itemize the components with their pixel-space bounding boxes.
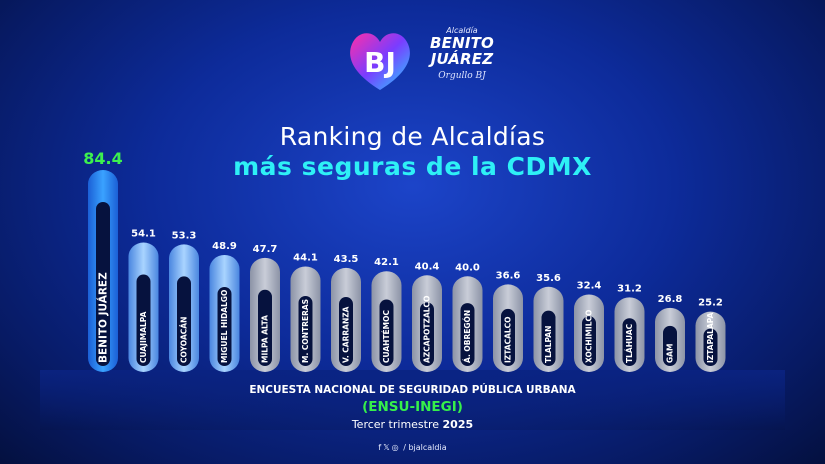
chart-floor	[40, 370, 785, 430]
category-label: TLÁHUAC	[625, 323, 634, 363]
category-label: Á. OBREGÓN	[463, 310, 472, 363]
instagram-icon[interactable]: ◎	[391, 443, 399, 452]
bar-label-pill	[460, 303, 475, 366]
alcaldia-logo: BJ Alcaldía BENITO JUÁREZ Orgullo BJ	[344, 18, 494, 103]
source-survey-name: ENCUESTA NACIONAL DE SEGURIDAD PÚBLICA U…	[249, 384, 576, 396]
bar-label-pill	[258, 289, 272, 366]
bar-label-pill	[582, 316, 596, 366]
category-label: GAM	[666, 344, 675, 363]
category-label: IZTACALCO	[504, 316, 513, 363]
category-label: COYOACÁN	[180, 317, 189, 363]
value-label: 26.8	[658, 294, 683, 305]
bar-label-pill	[379, 299, 394, 366]
chart-title-line2: más seguras de la CDMX	[233, 152, 592, 181]
category-label: CUAJIMALPA	[139, 311, 148, 363]
bar-label-pill	[217, 286, 232, 366]
value-label: 53.3	[172, 230, 197, 241]
category-label: TLALPAN	[544, 326, 553, 363]
category-label: MIGUEL HIDALGO	[220, 290, 229, 363]
category-label: MILPA ALTA	[261, 315, 270, 363]
bar-label-pill	[420, 302, 434, 366]
value-label: 40.4	[415, 261, 440, 272]
x-icon[interactable]: 𝕏	[383, 443, 390, 452]
value-label: 84.4	[83, 149, 122, 168]
category-label: CUAHTÉMOC	[382, 309, 391, 363]
value-label: 44.1	[293, 252, 318, 263]
value-label: 48.9	[212, 241, 237, 252]
social-bar: f 𝕏 ◎ / bjalcaldia	[0, 443, 825, 452]
bar-label-pill	[177, 276, 191, 366]
bar-label-pill	[501, 308, 515, 366]
source-period-year: 2025	[442, 418, 474, 431]
category-label: V. CARRANZA	[342, 306, 351, 363]
value-label: 25.2	[698, 298, 723, 309]
value-label: 36.6	[496, 270, 521, 281]
bar-label-pill	[622, 318, 637, 366]
logo-tagline: Orgullo BJ	[438, 71, 486, 81]
category-label: IZTAPALAPA	[706, 312, 715, 363]
value-label: 42.1	[374, 257, 399, 268]
facebook-icon[interactable]: f	[378, 443, 382, 452]
logo-initials: BJ	[364, 46, 396, 79]
logo-name-line1: BENITO	[430, 34, 494, 52]
value-label: 31.2	[617, 283, 642, 294]
category-label: M. CONTRERAS	[301, 299, 310, 363]
logo-text: Alcaldía BENITO JUÁREZ Orgullo BJ	[422, 26, 502, 81]
social-handle[interactable]: / bjalcaldia	[403, 443, 447, 452]
logo-small-label: Alcaldía	[446, 26, 478, 35]
bar-label-pill	[339, 297, 353, 366]
bar-label-pill	[96, 202, 110, 366]
logo-name-line2: JUÁREZ	[430, 50, 494, 68]
bar-label-pill	[298, 296, 313, 366]
category-label: XOCHIMILCO	[585, 310, 594, 363]
value-label: 54.1	[131, 229, 156, 240]
bar-label-pill	[136, 274, 151, 366]
source-period-label: Tercer trimestre	[351, 418, 440, 431]
source-acronym: (ENSU-INEGI)	[362, 399, 463, 415]
category-label: AZCAPOTZALCO	[423, 296, 432, 363]
value-label: 43.5	[334, 254, 359, 265]
chart-title-line1: Ranking de Alcaldías	[279, 122, 546, 151]
bar-label-pill	[541, 310, 556, 366]
value-label: 32.4	[577, 280, 602, 291]
source-period: Tercer trimestre 2025	[0, 418, 825, 431]
category-label: BENITO JUÁREZ	[97, 272, 110, 363]
value-label: 35.6	[536, 273, 561, 284]
bar-label-pill	[663, 325, 677, 366]
bar-label-pill	[703, 328, 718, 366]
value-label: 40.0	[455, 262, 480, 273]
value-label: 47.7	[253, 244, 278, 255]
bj-logo-icon: BJ	[350, 33, 410, 90]
